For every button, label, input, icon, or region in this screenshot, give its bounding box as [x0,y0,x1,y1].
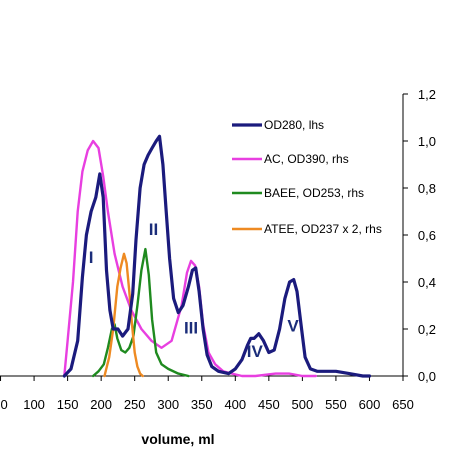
y-tick-label: 0,8 [418,181,436,196]
x-tick-label: 200 [90,397,112,412]
y-tick-label: 0,4 [418,275,436,290]
y-tick-label: 0,0 [418,369,436,384]
x-tick-label: 600 [359,397,381,412]
legend-label: OD280, lhs [264,118,324,132]
y-tick-label: 1,2 [418,87,436,102]
peak-label: V [287,316,299,335]
x-tick-label: 300 [157,397,179,412]
peak-label: IV [247,342,264,361]
axes: 50 100 150 200 250 300 350 400 450 500 550 600 650 0,… [0,87,436,412]
peak-label: I [89,248,94,267]
x-tick-label: 350 [191,397,213,412]
x-tick-label: 400 [224,397,246,412]
peak-label: III [184,319,198,338]
x-tick-label: 450 [258,397,280,412]
x-tick-label: 550 [325,397,347,412]
legend-label: BAEE, OD253, rhs [264,186,364,200]
legend: OD280, lhs AC, OD390, rhs BAEE, OD253, rhs… [232,118,382,236]
x-tick-label: 650 [392,397,414,412]
series-line-2 [63,139,317,378]
x-tick-label: 250 [124,397,146,412]
y-tick-label: 1,0 [418,134,436,149]
y-tick-label: 0,6 [418,228,436,243]
x-tick-label: 150 [57,397,79,412]
x-tick-label: 50 [0,397,8,412]
x-axis-title: volume, ml [141,431,214,447]
x-tick-label: 500 [292,397,314,412]
y-tick-label: 0,2 [418,322,436,337]
peak-label: II [149,220,158,239]
legend-label: ATEE, OD237 x 2, rhs [264,222,382,236]
series-lines [62,134,372,378]
legend-label: AC, OD390, rhs [264,152,349,166]
series-line-1 [62,134,372,378]
x-tick-label: 100 [23,397,45,412]
